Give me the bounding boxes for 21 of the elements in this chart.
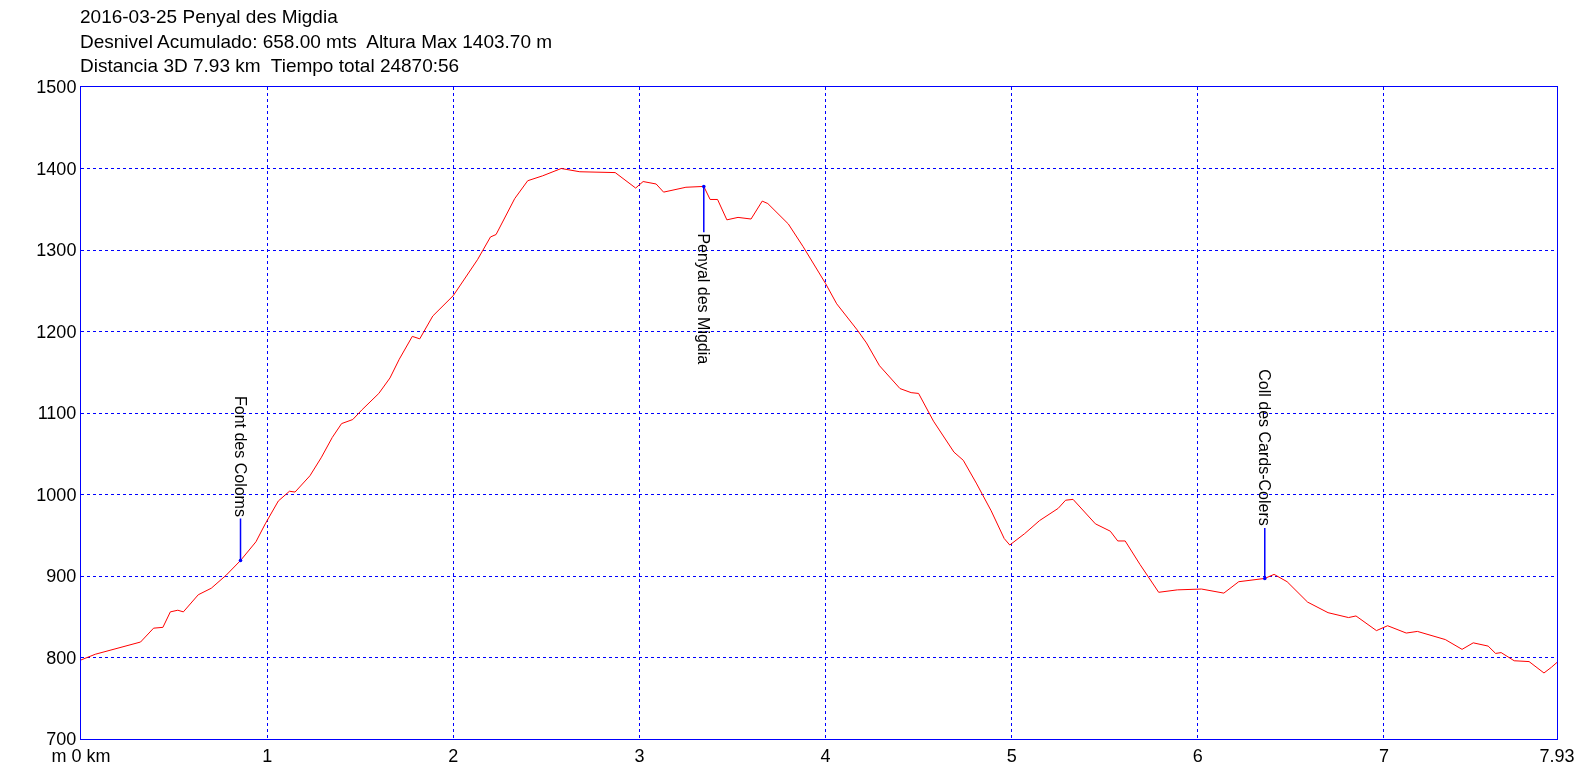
x-tick-label: 4 <box>820 745 831 766</box>
y-tick-label: 1200 <box>36 321 77 342</box>
y-tick-label: 1300 <box>36 240 77 261</box>
x-tick-label: 5 <box>1006 745 1017 766</box>
x-tick-label: 6 <box>1192 745 1203 766</box>
y-tick-label: 1000 <box>36 484 77 505</box>
x-tick-label: 2 <box>448 745 459 766</box>
annotation: Coll des Cards-Colers <box>1255 369 1273 526</box>
annotation: Penyal des Migdia <box>695 233 713 365</box>
x-tick-label: 7.93 <box>1539 745 1575 766</box>
annotation: Font des Coloms <box>232 396 250 517</box>
y-tick-label: 1100 <box>37 403 77 424</box>
y-tick-label: 1500 <box>36 77 77 98</box>
line-series <box>81 168 1557 674</box>
y-tick-label: 800 <box>46 647 77 668</box>
chart-title: 2016-03-25 Penyal des Migdia Desnivel Acumulado: 658.00 mts Altura Max 1403.70 m Distancia 3D 7.93 km Tiempo total 24870:56 <box>80 5 553 77</box>
y-tick-label: 1400 <box>36 158 77 179</box>
x-tick-label: 7 <box>1378 745 1389 766</box>
x-tick-label: 1 <box>262 745 273 766</box>
y-tick-label: 900 <box>46 566 77 587</box>
x-tick-label: 3 <box>634 745 645 766</box>
